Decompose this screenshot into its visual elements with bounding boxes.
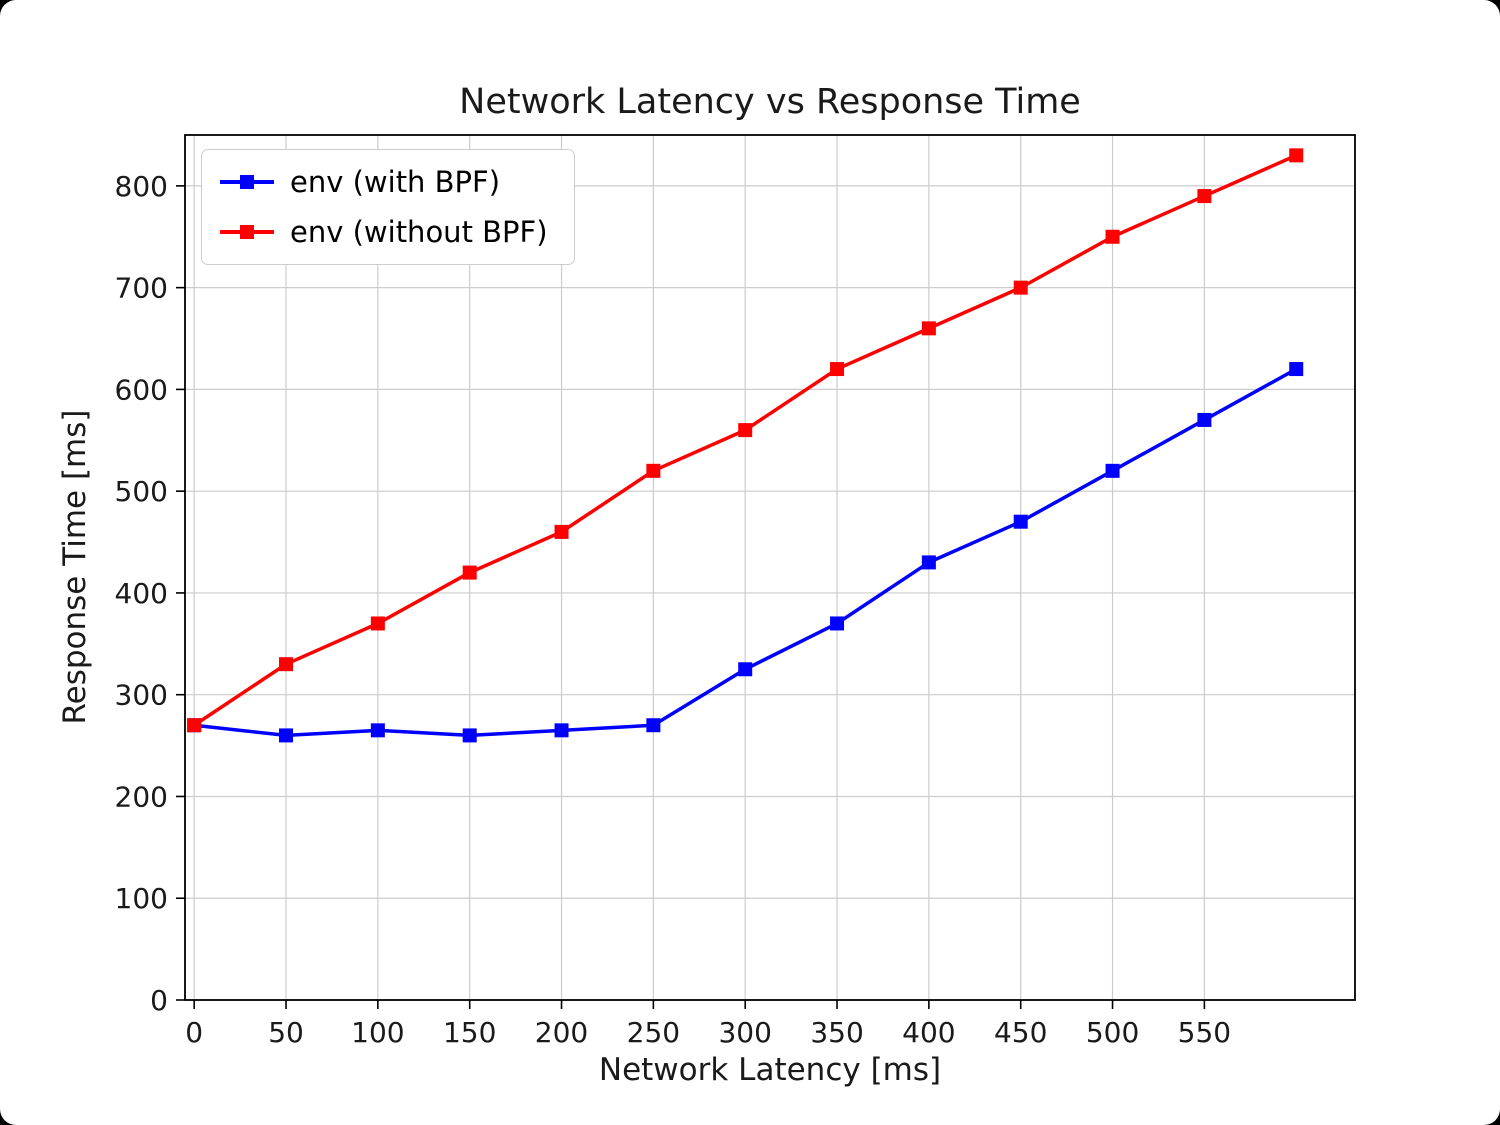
data-point-marker: [1105, 463, 1120, 478]
data-point-marker: [830, 616, 845, 631]
chart-title: Network Latency vs Response Time: [459, 82, 1081, 122]
data-point-marker: [1105, 229, 1120, 244]
data-point-marker: [462, 728, 477, 743]
data-point-marker: [1013, 514, 1028, 529]
x-tick-label: 150: [443, 1016, 496, 1049]
x-axis-label: Network Latency [ms]: [598, 1052, 942, 1088]
x-tick-label: 100: [351, 1016, 404, 1049]
x-tick-label: 350: [810, 1016, 863, 1049]
plot-border: [184, 134, 1356, 1001]
y-tick-label: 100: [115, 882, 168, 915]
x-tick-label: 50: [268, 1016, 304, 1049]
data-point-marker: [370, 723, 385, 738]
data-point-marker: [646, 463, 661, 478]
data-point-marker: [738, 662, 753, 677]
data-point-marker: [921, 321, 936, 336]
y-tick-label: 0: [150, 984, 168, 1017]
data-point-marker: [646, 718, 661, 733]
data-point-marker: [279, 657, 294, 672]
x-tick-label: 500: [1086, 1016, 1139, 1049]
legend-item: env (without BPF): [220, 215, 548, 249]
data-point-marker: [738, 423, 753, 438]
legend-label: env (with BPF): [290, 165, 501, 199]
data-point-marker: [554, 524, 569, 539]
x-tick-label: 450: [994, 1016, 1047, 1049]
legend-marker: [220, 172, 274, 192]
legend-label: env (without BPF): [290, 215, 548, 249]
x-tick-label: 0: [185, 1016, 203, 1049]
data-point-marker: [462, 565, 477, 580]
legend-item: env (with BPF): [220, 165, 548, 199]
data-point-marker: [370, 616, 385, 631]
legend: env (with BPF) env (without BPF): [201, 149, 575, 265]
x-tick-label: 400: [902, 1016, 955, 1049]
x-tick-label: 200: [535, 1016, 588, 1049]
y-tick-label: 700: [115, 272, 168, 305]
legend-marker: [220, 222, 274, 242]
y-axis-label: Response Time [ms]: [57, 409, 93, 725]
data-point-marker: [921, 555, 936, 570]
y-tick-label: 800: [115, 170, 168, 203]
data-point-marker: [1197, 412, 1212, 427]
data-point-marker: [554, 723, 569, 738]
data-point-marker: [830, 362, 845, 377]
y-tick-label: 400: [115, 577, 168, 610]
x-tick-label: 250: [627, 1016, 680, 1049]
data-point-marker: [279, 728, 294, 743]
x-tick-label: 550: [1178, 1016, 1231, 1049]
y-tick-label: 600: [115, 373, 168, 406]
y-tick-label: 500: [115, 475, 168, 508]
data-point-marker: [1013, 280, 1028, 295]
data-point-marker: [1197, 189, 1212, 204]
data-point-marker: [187, 718, 202, 733]
data-point-marker: [1289, 362, 1304, 377]
data-point-marker: [1289, 148, 1304, 163]
y-tick-label: 200: [115, 780, 168, 813]
x-tick-label: 300: [718, 1016, 771, 1049]
y-tick-label: 300: [115, 679, 168, 712]
